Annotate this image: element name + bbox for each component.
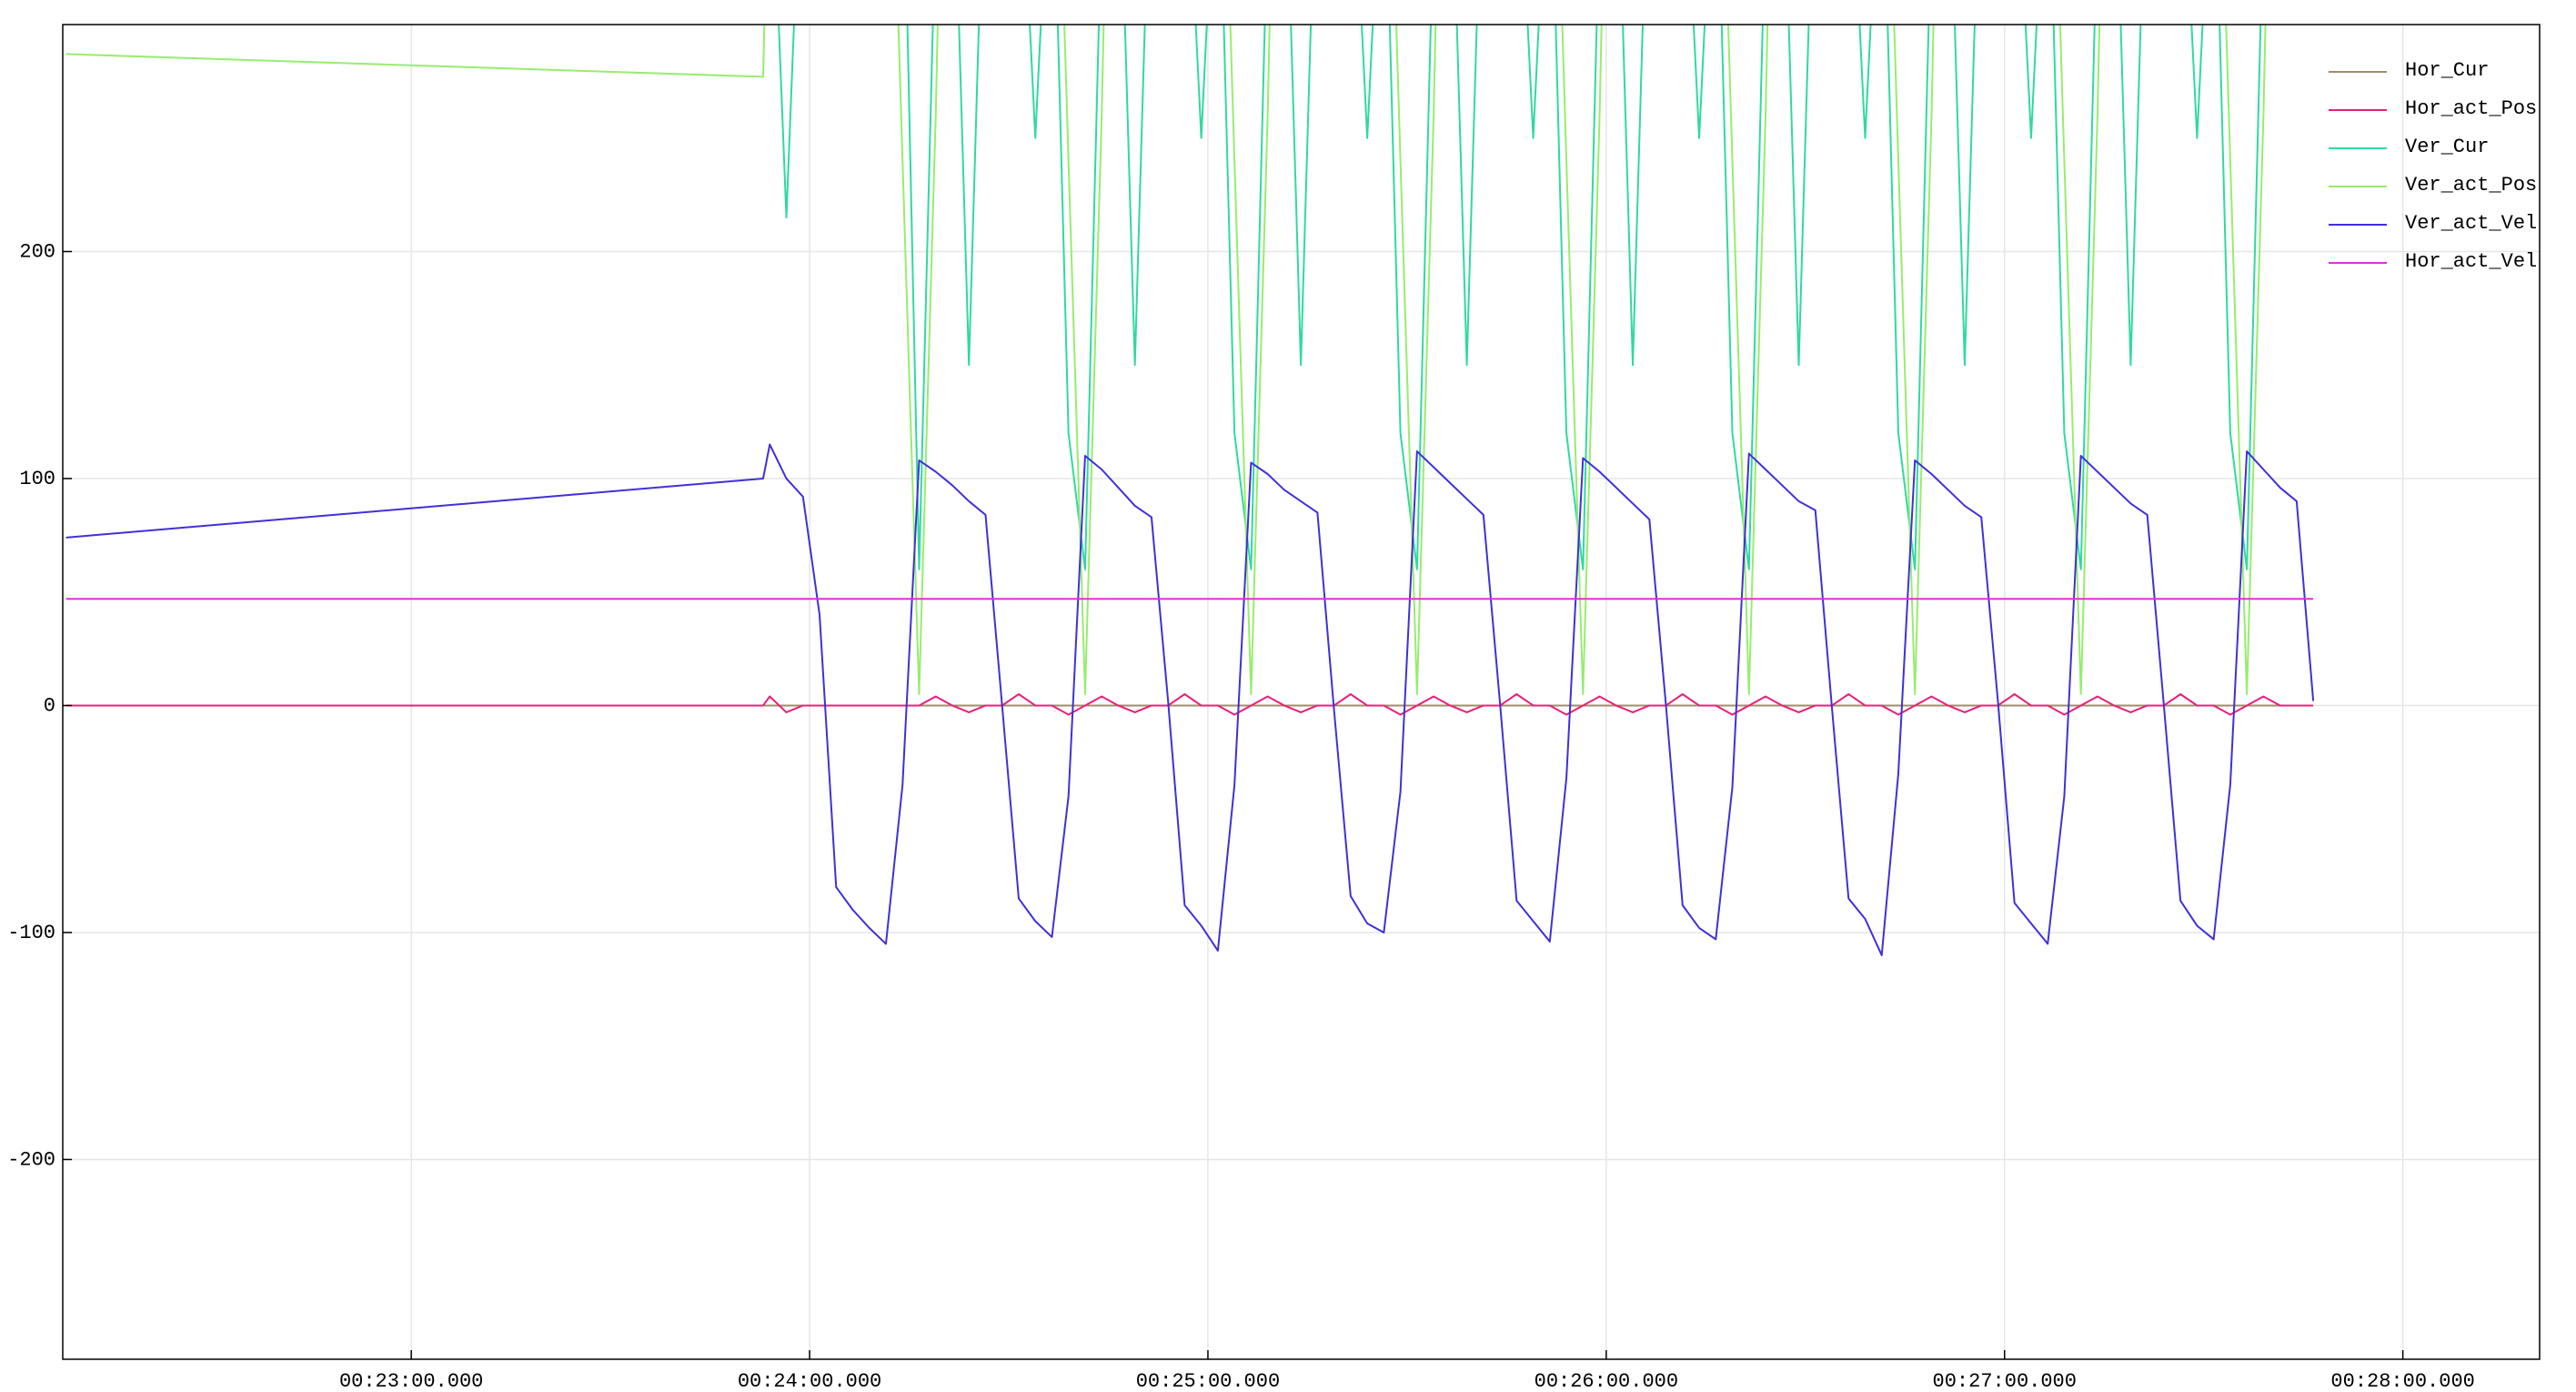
legend-label: Ver_act_Pos (2405, 174, 2537, 197)
series-line (778, 25, 2262, 570)
legend-label: Ver_Cur (2405, 136, 2489, 158)
legend-label: Ver_act_Vel (2405, 212, 2537, 235)
legend-label: Hor_act_Pos (2405, 97, 2537, 120)
x-tick-label: 00:24:00.000 (738, 1370, 881, 1392)
x-tick-label: 00:26:00.000 (1535, 1370, 1678, 1392)
y-tick-label: 100 (19, 468, 55, 490)
series-line (65, 443, 2315, 956)
x-tick-label: 00:27:00.000 (1933, 1370, 2077, 1392)
series-line (65, 692, 2314, 716)
series-line (65, 25, 2267, 695)
legend-label: Hor_act_Vel (2405, 250, 2537, 273)
x-tick-label: 00:28:00.000 (2330, 1370, 2474, 1392)
x-tick-label: 00:25:00.000 (1136, 1370, 1280, 1392)
y-tick-label: -100 (7, 922, 55, 944)
legend-label: Hor_Cur (2405, 59, 2489, 82)
x-tick-label: 00:23:00.000 (339, 1370, 483, 1392)
y-tick-label: 0 (44, 694, 55, 717)
y-tick-label: 200 (19, 240, 55, 263)
plot-frame (62, 24, 2541, 1360)
y-tick-label: -200 (7, 1148, 55, 1171)
